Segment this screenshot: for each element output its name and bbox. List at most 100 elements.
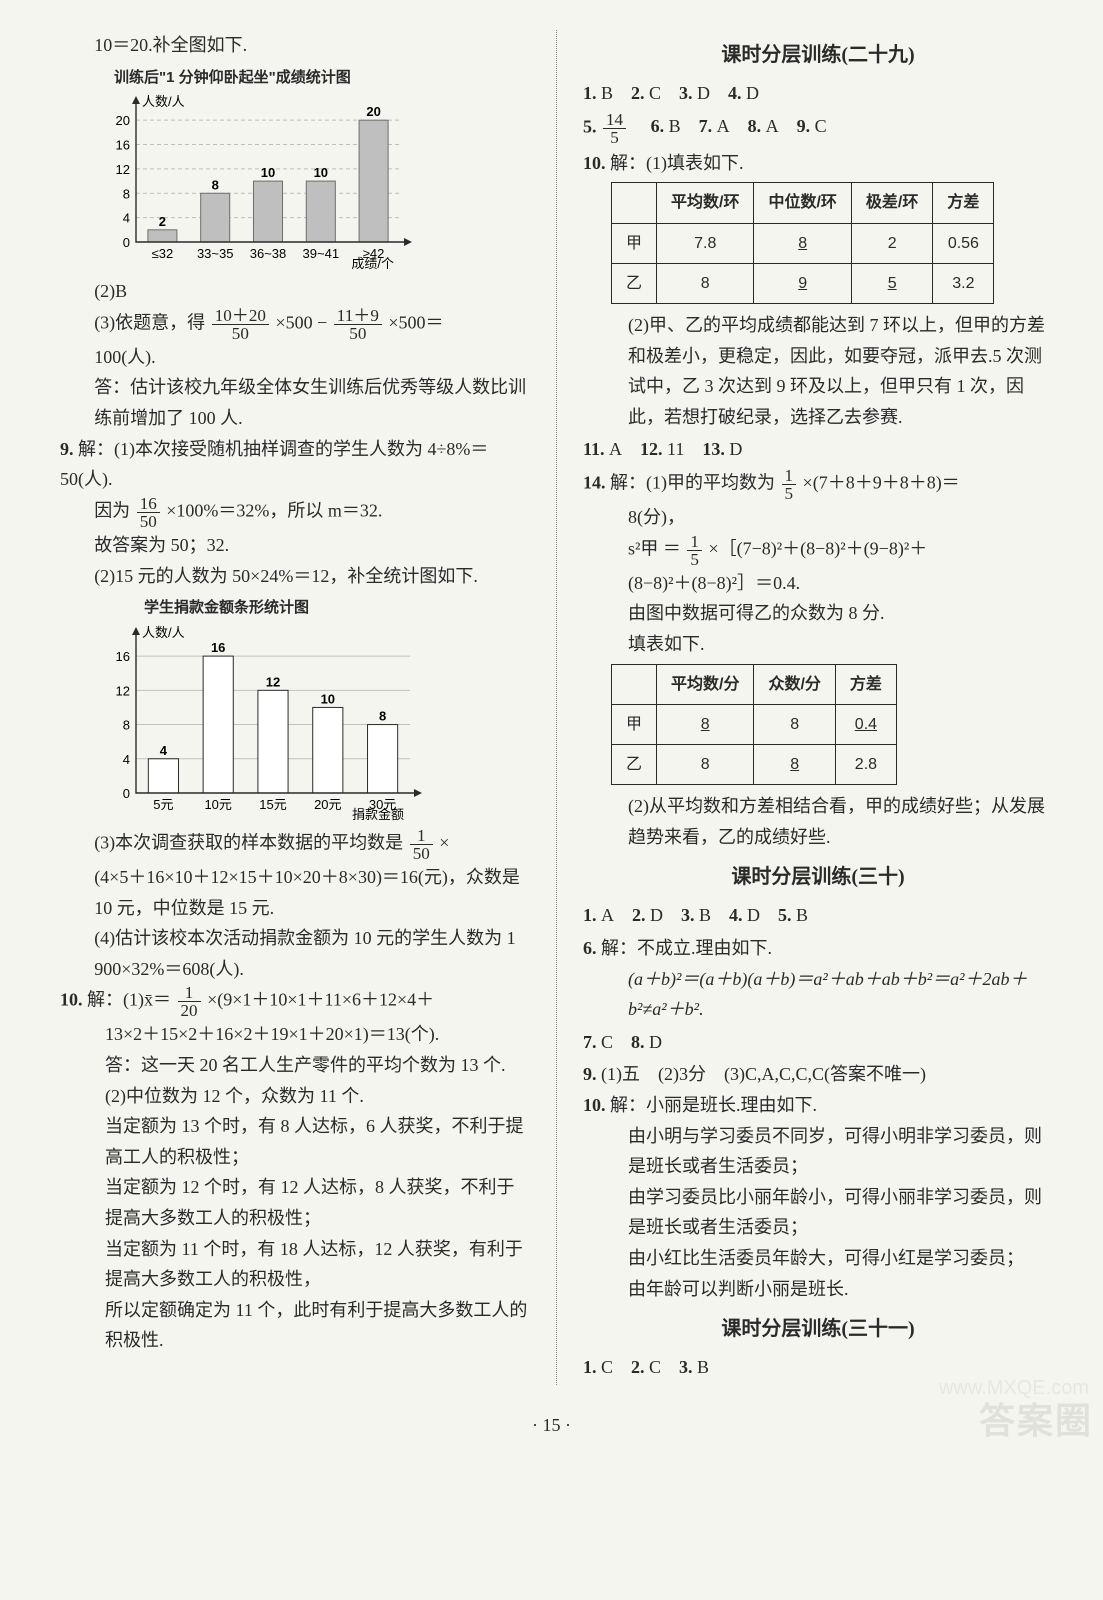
answer-line: 5. 145 6. B7. A8. A9. C (583, 111, 1053, 146)
q9-mid: 因为 1650 ×100%＝32%，所以 m＝32. (60, 495, 530, 530)
q9-head: 9. 解：(1)本次接受随机抽样调查的学生人数为 4÷8%＝50(人). (60, 434, 530, 495)
svg-text:36~38: 36~38 (250, 246, 287, 261)
svg-text:4: 4 (123, 751, 130, 766)
q9-right: 9. (1)五 (2)3分 (3)C,A,C,C,C(答案不唯一) (583, 1059, 1053, 1090)
svg-text:15元: 15元 (259, 797, 286, 812)
q14-c: 8(分)， (583, 502, 1053, 533)
chart-donation: 学生捐款金额条形统计图 048121645元1610元1215元1020元830… (88, 595, 530, 821)
chart-title: 学生捐款金额条形统计图 (144, 595, 530, 621)
svg-text:0: 0 (123, 235, 130, 250)
svg-text:20: 20 (116, 113, 130, 128)
svg-text:人数/人: 人数/人 (142, 94, 185, 109)
svg-text:16: 16 (211, 640, 225, 655)
fraction: 11＋950 (332, 307, 384, 342)
q9-ans: 故答案为 50；32. (60, 530, 530, 561)
svg-text:8: 8 (123, 186, 130, 201)
svg-text:5元: 5元 (153, 797, 173, 812)
q6: 6. 解：不成立.理由如下. (583, 933, 1053, 964)
q14-e: 填表如下. (583, 629, 1053, 660)
svg-text:39~41: 39~41 (303, 246, 340, 261)
answer-line: 7. C8. D (583, 1027, 1053, 1058)
section-title-31: 课时分层训练(三十一) (583, 1312, 1053, 1346)
q10-2d: 所以定额确定为 11 个，此时有利于提高大多数工人的积极性. (60, 1295, 530, 1356)
chart-situp: 训练后"1 分钟仰卧起坐"成绩统计图 0 4 8 12 16 20 2 ≤32 8 33~35 10… (88, 65, 530, 271)
fraction: 15 (780, 467, 799, 502)
bar-chart-svg: 048121645元1610元1215元1020元830元人数/人捐款金额 (88, 621, 428, 821)
answer-line: 1. A2. D3. B4. D5. B (583, 900, 1053, 931)
q10-2: (2)中位数为 12 个，众数为 11 个. (60, 1081, 530, 1112)
stats-table-1: 平均数/环中位数/环极差/环方差甲7.8820.56乙8953.2 (611, 182, 994, 304)
stats-table-2: 平均数/分众数/分方差甲880.4乙882.8 (611, 664, 897, 786)
q10-right: 10. 解：(1)填表如下. (583, 148, 1053, 179)
page: 10＝20.补全图如下. 训练后"1 分钟仰卧起坐"成绩统计图 0 4 8 12 16 2… (0, 0, 1103, 1415)
text: ×500 − (275, 312, 327, 332)
q14-s2-line2: (8−8)²＋(8−8)²］＝0.4. (583, 568, 1053, 599)
line: 10＝20.补全图如下. (60, 30, 530, 61)
svg-text:成绩/个: 成绩/个 (351, 256, 394, 270)
svg-text:12: 12 (266, 674, 280, 689)
svg-text:8: 8 (212, 177, 219, 192)
svg-text:2: 2 (159, 214, 166, 229)
svg-text:4: 4 (123, 211, 130, 226)
text: ×500＝ (388, 312, 443, 332)
q14-2: (2)从平均数和方差相结合看，甲的成绩好些；从发展趋势来看，乙的成绩好些. (583, 791, 1053, 852)
q3-result: 100(人). (60, 342, 530, 373)
watermark-logo: 答案圈 (979, 1392, 1093, 1444)
q10-2c: 当定额为 11 个时，有 18 人达标，12 人获奖，有利于提高大多数工人的积极… (60, 1234, 530, 1295)
q10-2b: 当定额为 12 个时，有 12 人达标，8 人获奖，不利于提高大多数工人的积极性… (60, 1172, 530, 1233)
left-column: 10＝20.补全图如下. 训练后"1 分钟仰卧起坐"成绩统计图 0 4 8 12 16 2… (60, 30, 530, 1385)
q10-2-right: (2)甲、乙的平均成绩都能达到 7 环以上，但甲的方差和极差小，更稳定，因此，如… (583, 310, 1053, 432)
svg-text:4: 4 (160, 742, 168, 757)
svg-text:20: 20 (366, 104, 380, 119)
q14-s2: s²甲 ＝ 15 ×［(7−8)²＋(8−8)²＋(9−8)²＋ (583, 533, 1053, 568)
q10-2a: 当定额为 13 个时，有 8 人达标，6 人获奖，不利于提高工人的积极性； (60, 1111, 530, 1172)
svg-text:8: 8 (379, 708, 386, 723)
svg-text:10元: 10元 (204, 797, 231, 812)
q14: 14. 解：(1)甲的平均数为 15 ×(7＋8＋9＋8＋8)＝ (583, 467, 1053, 502)
chart-title: 训练后"1 分钟仰卧起坐"成绩统计图 (114, 65, 530, 91)
svg-text:8: 8 (123, 717, 130, 732)
bar-chart-svg: 0481216202≤32833~351036~381039~4120≥42人数… (88, 90, 418, 270)
column-divider (556, 30, 557, 1385)
q10-30: 10. 解：小丽是班长.理由如下. (583, 1090, 1053, 1121)
svg-text:20元: 20元 (314, 797, 341, 812)
q9-3: (3)本次调查获取的样本数据的平均数是 150 × (60, 827, 530, 862)
q3-answer: 答：估计该校九年级全体女生训练后优秀等级人数比训练前增加了 100 人. (60, 372, 530, 433)
svg-text:16: 16 (116, 649, 130, 664)
svg-text:33~35: 33~35 (197, 246, 234, 261)
q14-d: 由图中数据可得乙的众数为 8 分. (583, 598, 1053, 629)
right-column: 课时分层训练(二十九) 1. B2. C3. D4. D 5. 145 6. B… (583, 30, 1053, 1385)
text: (3)依题意，得 (94, 312, 205, 332)
fraction: 145 (601, 111, 628, 146)
svg-text:10: 10 (314, 165, 328, 180)
q10-left: 10. 解：(1)x̄＝ 120 ×(9×1＋10×1＋11×6＋12×4＋ (60, 984, 530, 1019)
section-title-30: 课时分层训练(三十) (583, 860, 1053, 894)
section-title-29: 课时分层训练(二十九) (583, 38, 1053, 72)
answer-line: 1. B2. C3. D4. D (583, 78, 1053, 109)
svg-text:人数/人: 人数/人 (142, 625, 185, 640)
svg-text:≤32: ≤32 (152, 246, 174, 261)
answer-2b: (2)B (60, 276, 530, 307)
answer-line: 11. A12. 1113. D (583, 434, 1053, 465)
q10-ans: 答：这一天 20 名工人生产零件的平均个数为 13 个. (60, 1050, 530, 1081)
fraction: 10＋2050 (210, 307, 271, 342)
fraction: 15 (685, 533, 704, 568)
svg-text:12: 12 (116, 162, 130, 177)
svg-text:捐款金额: 捐款金额 (352, 807, 404, 821)
page-number: · 15 · (0, 1415, 1103, 1450)
fraction: 150 (408, 827, 435, 862)
q9-2: (2)15 元的人数为 50×24%＝12，补全统计图如下. (60, 561, 530, 592)
fraction: 1650 (135, 495, 162, 530)
q3-line: (3)依题意，得 10＋2050 ×500 − 11＋950 ×500＝ (60, 307, 530, 342)
svg-text:12: 12 (116, 683, 130, 698)
q10c: 由学习委员比小丽年龄小，可得小丽非学习委员，则是班长或者生活委员； (583, 1182, 1053, 1243)
q6b: (a＋b)²＝(a＋b)(a＋b)＝a²＋ab＋ab＋b²＝a²＋2ab＋b²≠… (583, 964, 1053, 1025)
svg-text:10: 10 (261, 165, 275, 180)
q10e: 由年龄可以判断小丽是班长. (583, 1274, 1053, 1305)
fraction: 120 (176, 984, 203, 1019)
svg-text:16: 16 (116, 138, 130, 153)
q10-line2: 13×2＋15×2＋16×2＋19×1＋20×1)＝13(个). (60, 1019, 530, 1050)
q10b: 由小明与学习委员不同岁，可得小明非学习委员，则是班长或者生活委员； (583, 1121, 1053, 1182)
svg-text:10: 10 (321, 691, 335, 706)
q9-3b: (4×5＋16×10＋12×15＋10×20＋8×30)＝16(元)，众数是 1… (60, 862, 530, 923)
